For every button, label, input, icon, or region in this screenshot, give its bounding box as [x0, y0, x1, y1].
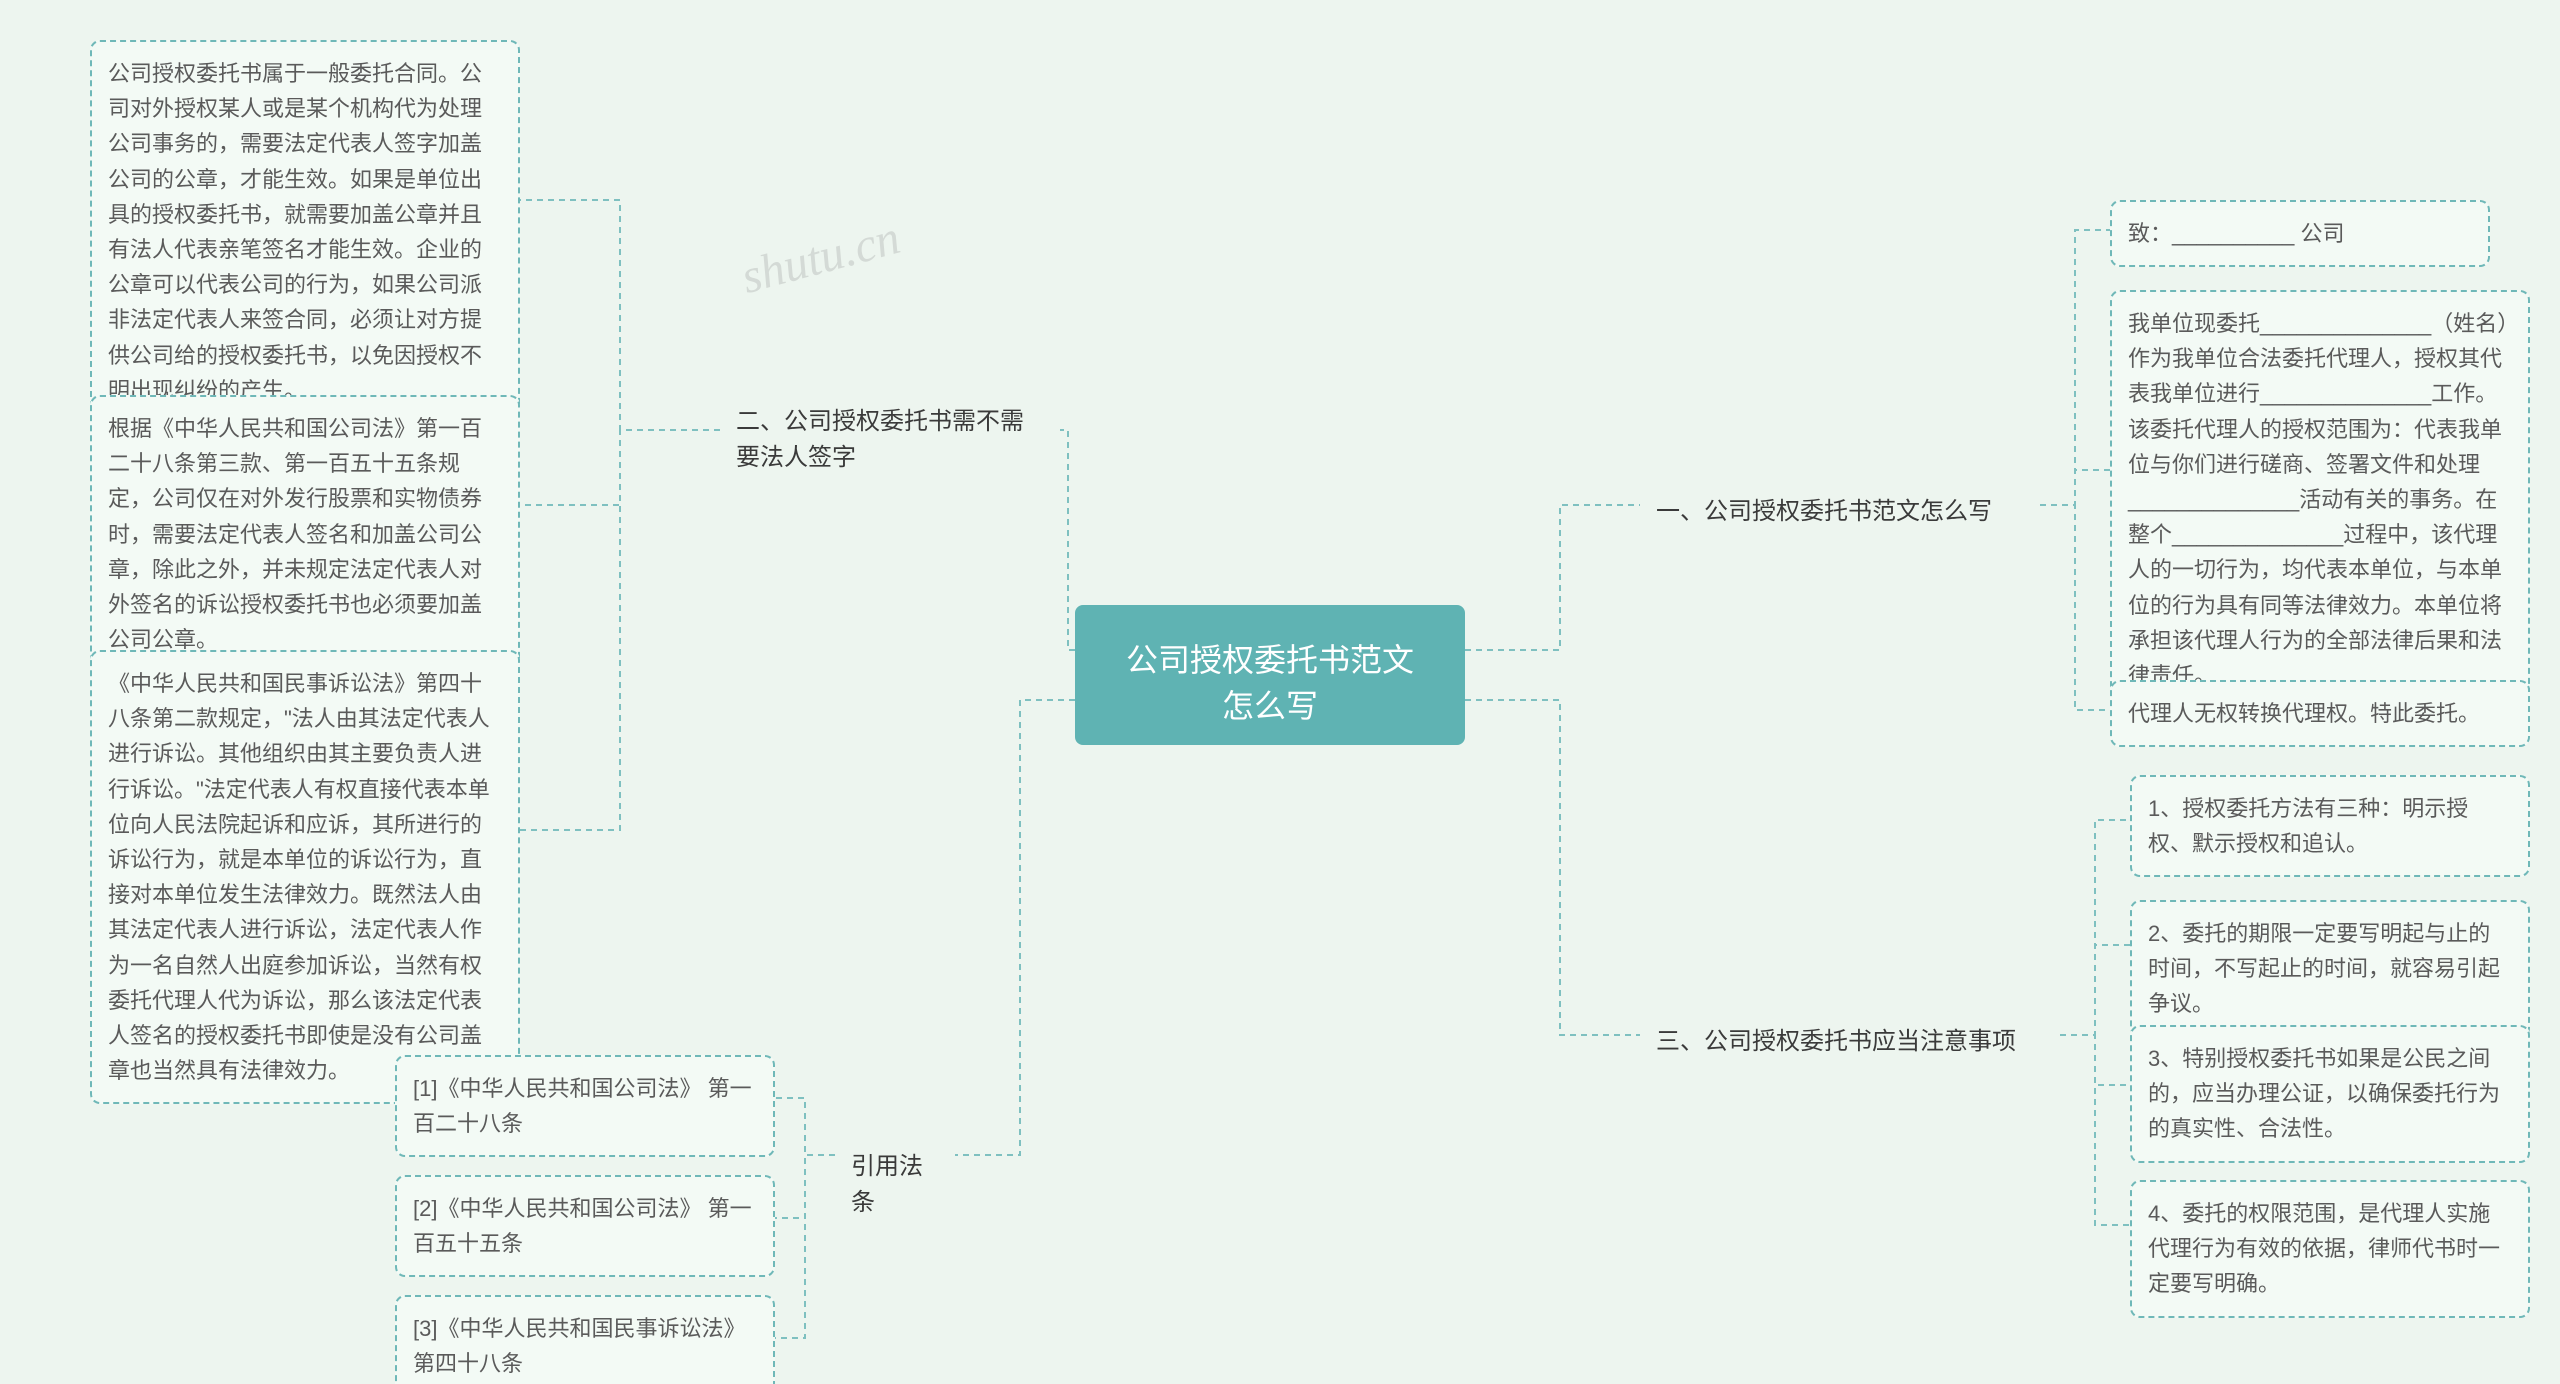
- leaf-node: 根据《中华人民共和国公司法》第一百二十八条第三款、第一百五十五条规定，公司仅在对…: [90, 395, 520, 673]
- leaf-node: 我单位现委托______________（姓名）作为我单位合法委托代理人，授权其…: [2110, 290, 2530, 709]
- mindmap-canvas: shutu.cn树图 shutu.cn树图.cn公司授权委托书范文怎么写一、公司…: [0, 0, 2560, 1384]
- leaf-node: [3]《中华人民共和国民事诉讼法》 第四十八条: [395, 1295, 775, 1384]
- leaf-node: 代理人无权转换代理权。特此委托。: [2110, 680, 2530, 747]
- leaf-node: 2、委托的期限一定要写明起与止的时间，不写起止的时间，就容易引起争议。: [2130, 900, 2530, 1038]
- leaf-node: 4、委托的权限范围，是代理人实施代理行为有效的依据，律师代书时一定要写明确。: [2130, 1180, 2530, 1318]
- branch-node: 三、公司授权委托书应当注意事项: [1640, 1010, 2060, 1074]
- branch-node: 引用法条: [835, 1135, 955, 1235]
- leaf-node: 3、特别授权委托书如果是公民之间的，应当办理公证，以确保委托行为的真实性、合法性…: [2130, 1025, 2530, 1163]
- leaf-node: 公司授权委托书属于一般委托合同。公司对外授权某人或是某个机构代为处理公司事务的，…: [90, 40, 520, 424]
- branch-node: 一、公司授权委托书范文怎么写: [1640, 480, 2040, 544]
- leaf-node: 1、授权委托方法有三种：明示授权、默示授权和追认。: [2130, 775, 2530, 877]
- leaf-node: [2]《中华人民共和国公司法》 第一百五十五条: [395, 1175, 775, 1277]
- center-node: 公司授权委托书范文怎么写: [1075, 605, 1465, 745]
- leaf-node: 《中华人民共和国民事诉讼法》第四十八条第二款规定，"法人由其法定代表人进行诉讼。…: [90, 650, 520, 1104]
- leaf-node: 致：__________ 公司: [2110, 200, 2490, 267]
- watermark: shutu.cn: [736, 210, 906, 305]
- branch-node: 二、公司授权委托书需不需要法人签字: [720, 390, 1060, 490]
- leaf-node: [1]《中华人民共和国公司法》 第一百二十八条: [395, 1055, 775, 1157]
